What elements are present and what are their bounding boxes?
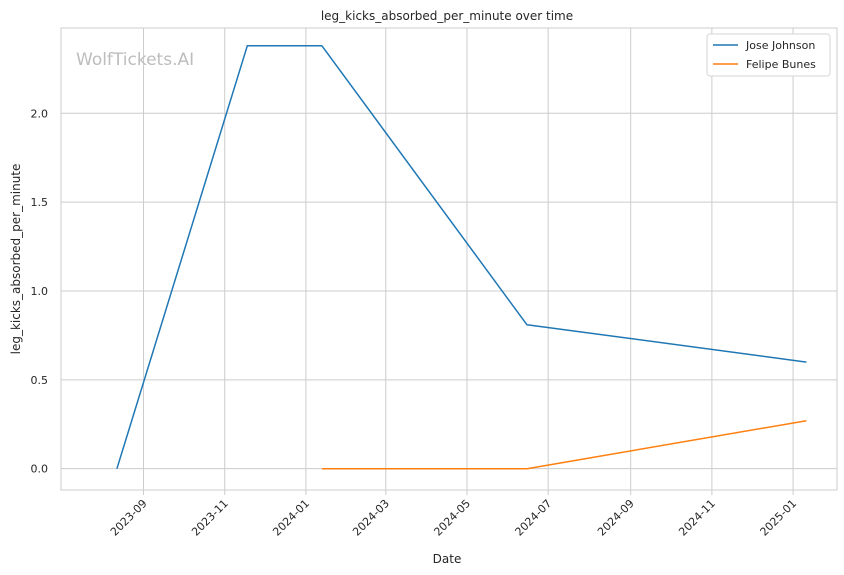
- y-tick-label: 0.5: [31, 374, 49, 387]
- x-tick-label: 2024-01: [270, 497, 312, 539]
- y-axis-title: leg_kicks_absorbed_per_minute: [9, 164, 23, 355]
- plot-frame: [60, 27, 838, 491]
- plot-background: [61, 28, 837, 490]
- y-tick-label: 1.5: [31, 196, 49, 209]
- y-axis-ticks: 0.0 0.5 1.0 1.5 2.0: [31, 107, 49, 475]
- watermark-text: WolfTickets.AI: [76, 50, 194, 70]
- x-tick-label: 2024-07: [513, 497, 555, 539]
- legend-label: Felipe Bunes: [746, 58, 816, 71]
- x-tick-label: 2023-11: [189, 497, 231, 539]
- x-tick-label: 2025-01: [757, 497, 799, 539]
- x-tick-label: 2024-03: [350, 497, 392, 539]
- x-tick-label: 2024-09: [595, 497, 637, 539]
- x-tick-label: 2024-11: [676, 497, 718, 539]
- series-line-jose-johnson: [116, 45, 807, 469]
- legend-label: Jose Johnson: [745, 39, 815, 52]
- x-axis-ticks: 2023-09 2023-11 2024-01 2024-03 2024-05 2024-…: [108, 490, 799, 539]
- grid-lines: [61, 28, 837, 490]
- x-tick-label: 2024-05: [431, 497, 473, 539]
- series-layer: [116, 45, 807, 470]
- series-line-felipe-bunes: [321, 419, 807, 470]
- y-tick-label: 0.0: [31, 463, 49, 476]
- y-tick-label: 1.0: [31, 285, 49, 298]
- y-tick-label: 2.0: [31, 107, 49, 120]
- x-tick-label: 2023-09: [108, 497, 150, 539]
- legend: Jose Johnson Felipe Bunes: [706, 33, 831, 77]
- x-axis-title: Date: [433, 552, 462, 566]
- chart-title: leg_kicks_absorbed_per_minute over time: [321, 9, 573, 23]
